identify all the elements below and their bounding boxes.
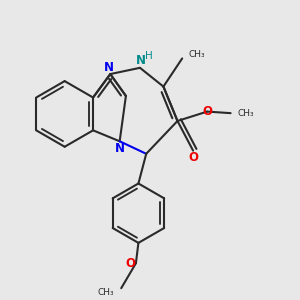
Text: CH₃: CH₃ — [188, 50, 205, 59]
Text: N: N — [104, 61, 114, 74]
Text: CH₃: CH₃ — [238, 109, 254, 118]
Text: O: O — [188, 151, 198, 164]
Text: CH₃: CH₃ — [98, 288, 114, 297]
Text: O: O — [125, 257, 135, 270]
Text: O: O — [202, 105, 212, 118]
Text: H: H — [145, 51, 153, 61]
Text: N: N — [136, 54, 146, 68]
Text: N: N — [115, 142, 125, 155]
